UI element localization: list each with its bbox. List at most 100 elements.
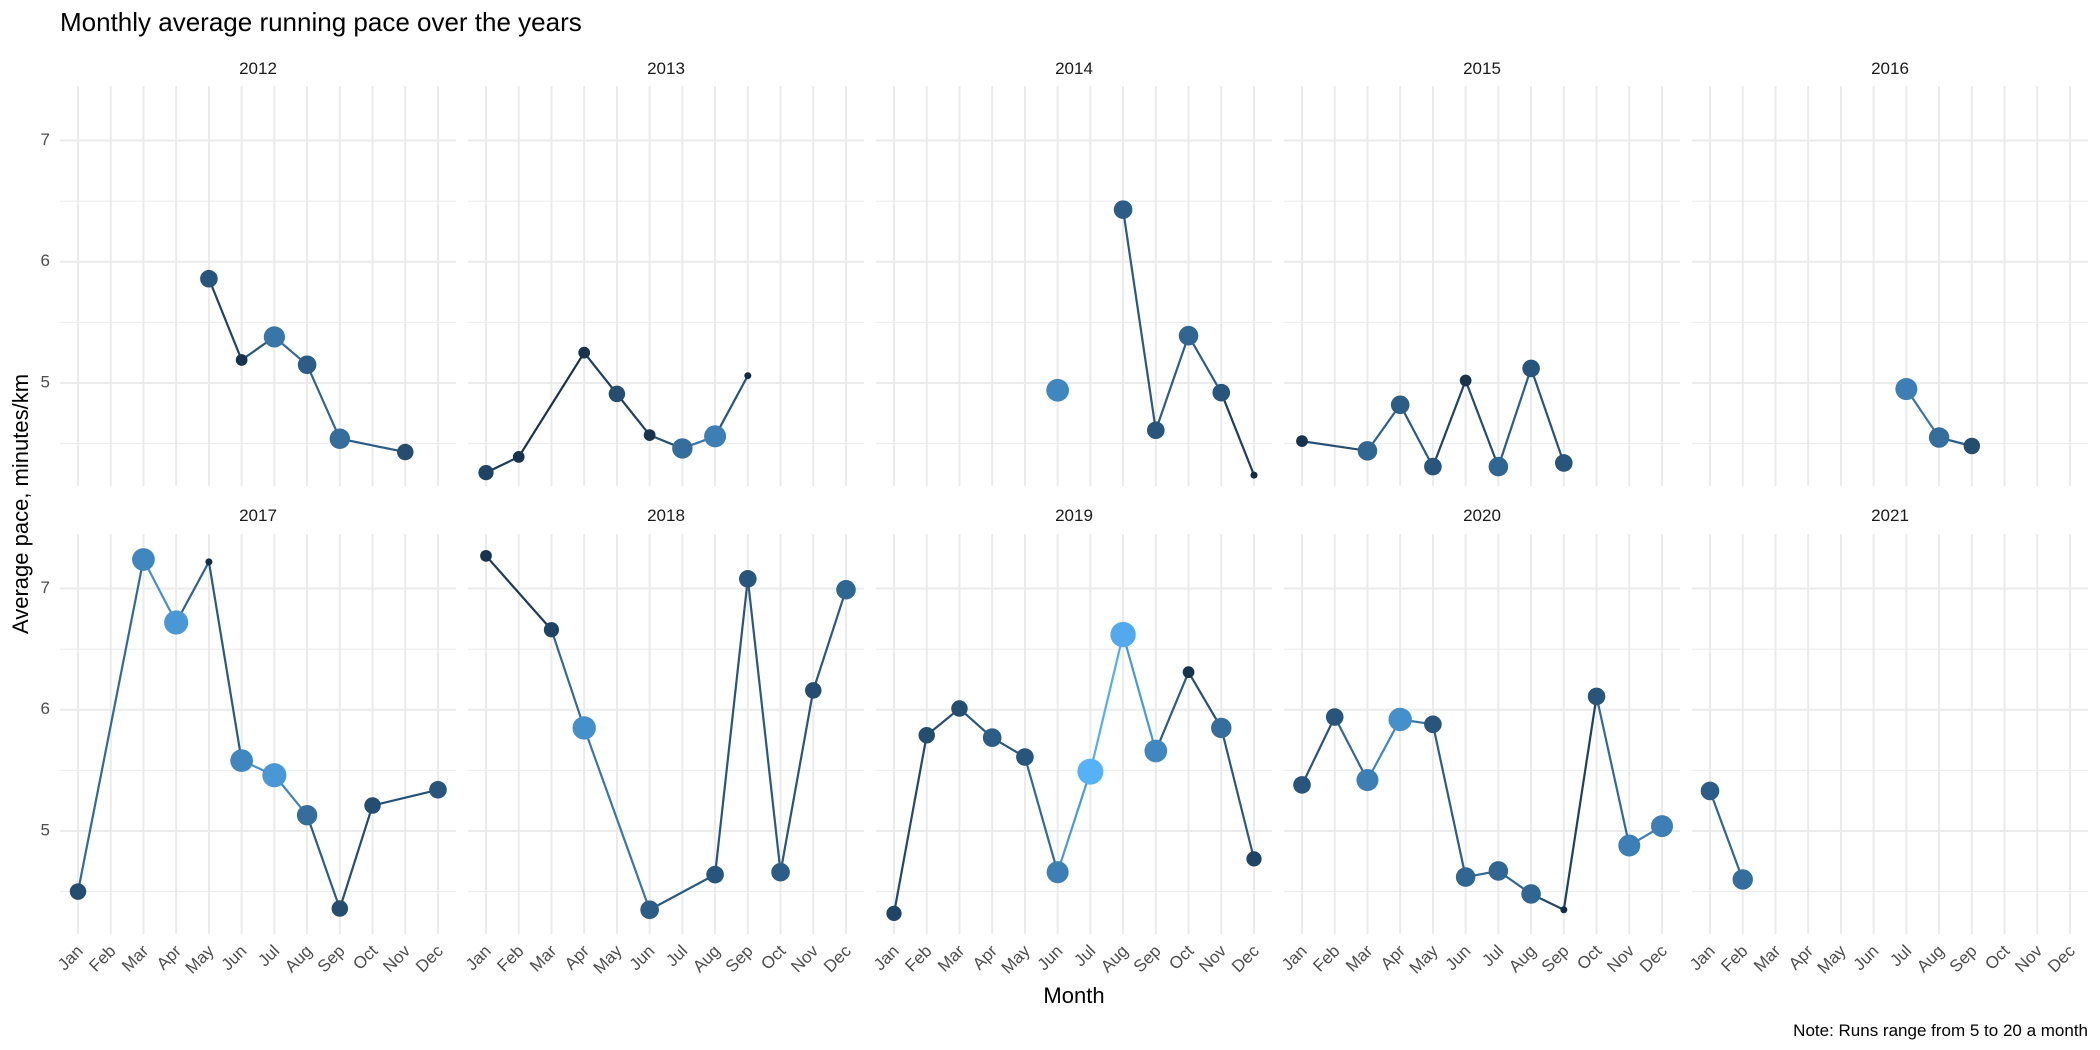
x-tick-label: Dec <box>412 941 447 976</box>
data-point <box>1455 867 1476 887</box>
panel-strip-label: 2021 <box>1871 506 1909 525</box>
series-line-segment <box>1464 380 1500 467</box>
x-tick-label: Sep <box>1130 941 1165 976</box>
series-line-segment <box>713 578 749 875</box>
x-tick-label: Jun <box>1850 941 1883 974</box>
data-point <box>982 728 1002 747</box>
x-tick-label: Jul <box>1886 941 1915 970</box>
series-line-segment <box>714 375 749 437</box>
x-tick-label: Feb <box>1309 941 1343 975</box>
x-tick-label: Feb <box>1717 941 1751 975</box>
x-tick-label: Jul <box>1478 941 1507 970</box>
data-point <box>1459 374 1472 387</box>
data-point <box>572 716 596 740</box>
panel-strip-label: 2016 <box>1871 59 1909 78</box>
data-point <box>1560 906 1568 914</box>
data-point <box>1113 200 1133 219</box>
panel-2014: 2014 <box>876 59 1272 486</box>
data-point <box>397 443 414 461</box>
data-point <box>744 372 752 380</box>
x-tick-label: Feb <box>901 941 935 975</box>
series-line-segment <box>1431 380 1467 467</box>
data-point <box>1046 378 1070 402</box>
series-line-segment <box>207 278 243 361</box>
data-point <box>1178 325 1199 346</box>
x-tick-label: Jul <box>254 941 283 970</box>
data-point <box>329 428 351 449</box>
series-line-segment <box>1220 727 1256 860</box>
data-point <box>1587 687 1606 706</box>
series-line-segment <box>306 814 341 909</box>
data-point <box>1618 834 1641 857</box>
x-tick-label: Mar <box>1342 941 1376 975</box>
panel-strip-label: 2019 <box>1055 506 1093 525</box>
data-point <box>1521 884 1541 904</box>
series-line-segment <box>1056 771 1092 873</box>
data-point <box>1046 861 1069 884</box>
y-tick-label: 6 <box>41 251 50 270</box>
series-line-segment <box>517 352 586 458</box>
x-tick-label: May <box>590 941 626 977</box>
x-tick-label: Dec <box>1636 941 1671 976</box>
data-point <box>69 883 87 900</box>
data-point <box>1211 717 1232 739</box>
data-point <box>640 900 659 920</box>
x-tick-label: Aug <box>689 941 724 976</box>
x-tick-label: Apr <box>1785 941 1817 973</box>
data-point <box>836 579 856 600</box>
x-tick-label: Aug <box>1505 941 1540 976</box>
series-line-segment <box>812 589 848 691</box>
x-tick-label: Nov <box>379 941 414 976</box>
x-tick-label: Apr <box>969 941 1001 973</box>
data-point <box>1700 781 1720 801</box>
data-point <box>235 354 248 366</box>
y-tick-label: 6 <box>41 699 50 718</box>
x-tick-label: Jan <box>1278 941 1311 974</box>
series-line-segment <box>485 555 553 631</box>
data-point <box>1424 457 1442 476</box>
y-axis-title: Average pace, minutes/km <box>8 374 33 634</box>
data-point <box>1963 437 1981 455</box>
series-line-segment <box>746 578 782 873</box>
panel-strip-label: 2020 <box>1463 506 1501 525</box>
series-line-segment <box>649 873 716 911</box>
x-tick-label: Feb <box>493 941 527 975</box>
data-point <box>480 549 492 562</box>
data-point <box>263 326 285 348</box>
data-point <box>1555 454 1573 472</box>
y-tick-label: 7 <box>41 130 50 149</box>
series-line-segment <box>207 561 243 761</box>
data-point <box>1144 739 1168 763</box>
data-point <box>1147 421 1165 440</box>
data-point <box>512 451 525 463</box>
series-line-segment <box>1154 671 1190 752</box>
x-tick-label: Apr <box>153 941 185 973</box>
data-point <box>1522 359 1540 378</box>
data-point <box>672 438 693 459</box>
data-point <box>1488 861 1509 881</box>
x-tick-label: Mar <box>1750 941 1784 975</box>
x-tick-label: May <box>998 941 1034 977</box>
x-tick-label: Oct <box>1981 941 2013 973</box>
data-point <box>706 865 724 884</box>
x-tick-label: Jul <box>662 941 691 970</box>
data-point <box>771 862 790 882</box>
x-tick-label: Jun <box>1034 941 1067 974</box>
series-line-segment <box>338 805 374 909</box>
series-line-segment <box>550 629 586 729</box>
series-line-segment <box>616 393 651 436</box>
series-line-segment <box>1530 368 1565 464</box>
panel-2016: 2016 <box>1692 59 2088 486</box>
x-tick-label: Jun <box>626 941 659 974</box>
x-tick-label: Mar <box>118 941 152 975</box>
series-line-segment <box>1562 696 1598 910</box>
data-point <box>262 763 287 788</box>
data-point <box>1732 869 1753 890</box>
data-point <box>331 900 349 917</box>
series-line-segment <box>1301 716 1336 786</box>
x-tick-label: Aug <box>281 941 316 976</box>
